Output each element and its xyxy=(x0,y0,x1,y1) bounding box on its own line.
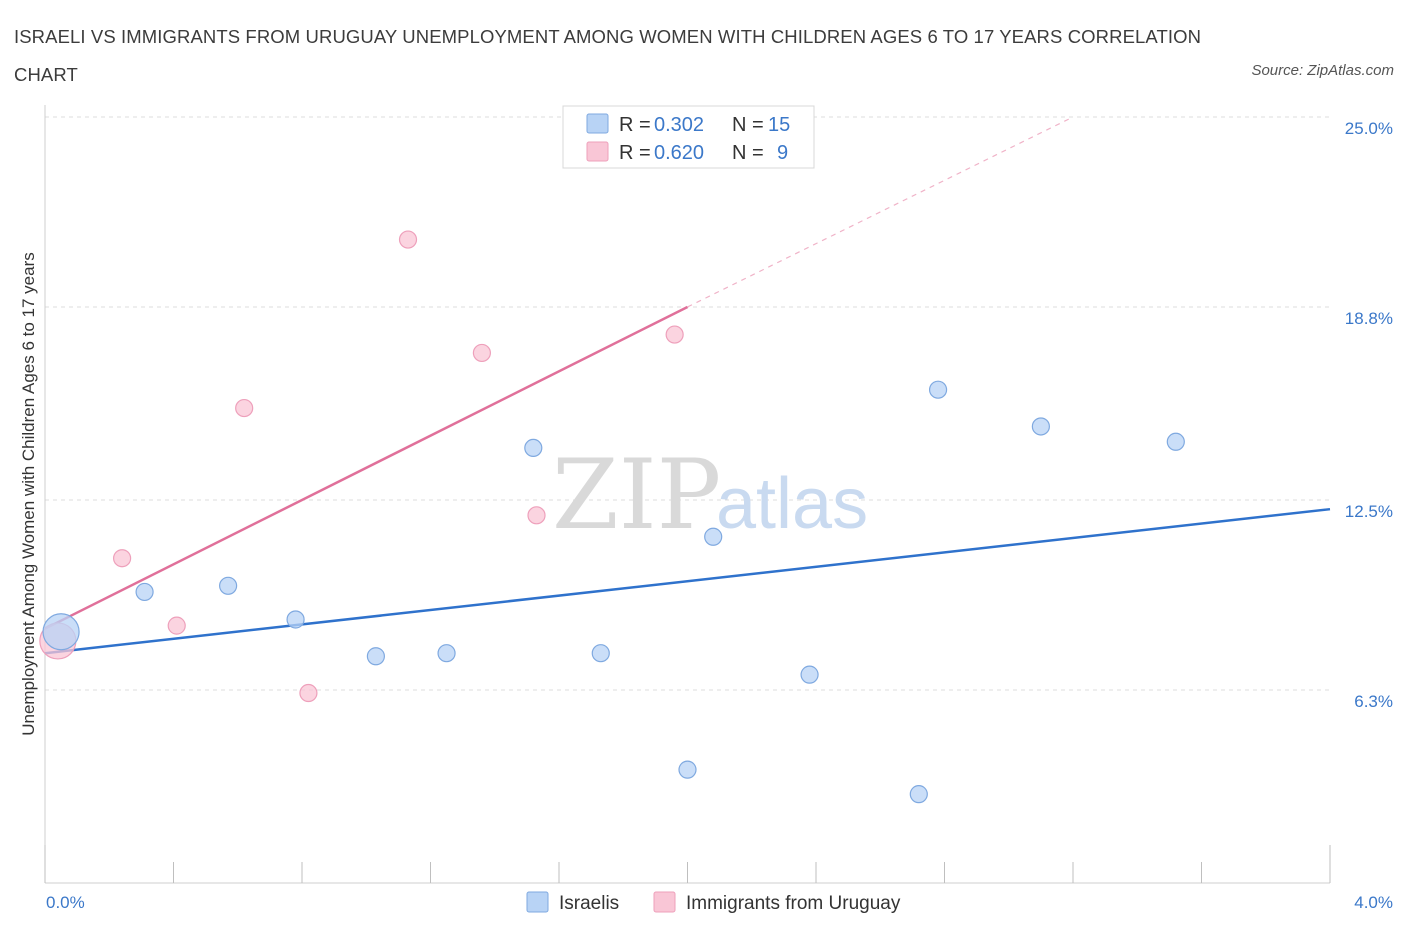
trend-line-israelis xyxy=(44,507,1331,655)
y-tick-label: 18.8% xyxy=(1345,309,1393,328)
point-israelis xyxy=(1031,417,1050,436)
source-label: Source: ZipAtlas.com xyxy=(1251,62,1394,79)
point-israelis xyxy=(591,644,610,663)
point-uruguay xyxy=(235,398,254,418)
point-israelis xyxy=(524,438,543,458)
point-uruguay xyxy=(167,616,186,635)
watermark: ZIP atlas xyxy=(552,439,868,551)
bottom-legend-uruguay: Immigrants from Uruguay xyxy=(686,893,901,914)
x-tick-labels: 0.0% 4.0% xyxy=(46,893,1393,912)
bottom-legend-israelis: Israelis xyxy=(559,893,619,914)
bottom-legend-swatch-israelis xyxy=(526,891,549,913)
x-tick-label-min: 0.0% xyxy=(46,893,85,912)
point-israelis xyxy=(366,647,385,666)
point-israelis xyxy=(678,760,697,779)
legend-swatch-israelis xyxy=(586,113,609,134)
point-uruguay xyxy=(527,506,546,525)
bottom-legend-swatch-uruguay xyxy=(653,891,676,913)
point-israelis xyxy=(800,665,819,684)
point-uruguay xyxy=(112,549,132,568)
legend-n-label-israelis: N = xyxy=(732,114,764,136)
legend: R = 0.302 N = 15 R = 0.620 N = 9 xyxy=(562,105,815,169)
point-israelis xyxy=(928,380,948,399)
watermark-atlas: atlas xyxy=(716,464,868,544)
watermark-zip: ZIP xyxy=(552,439,721,551)
y-tick-label: 6.3% xyxy=(1354,692,1393,711)
trend-lines xyxy=(44,116,1331,655)
bottom-legend: Israelis Immigrants from Uruguay xyxy=(526,891,901,914)
axes xyxy=(44,105,1331,884)
point-uruguay xyxy=(398,230,418,249)
legend-n-label-uruguay: N = xyxy=(732,142,764,164)
point-israelis xyxy=(135,582,154,602)
point-israelis xyxy=(909,785,928,804)
point-israelis xyxy=(1166,432,1185,451)
point-israelis xyxy=(437,644,456,663)
point-uruguay xyxy=(472,343,491,363)
point-uruguay xyxy=(665,325,684,344)
trend-line-uruguay xyxy=(44,305,689,630)
chart-title: ISRAELI VS IMMIGRANTS FROM URUGUAY UNEMP… xyxy=(14,26,1202,85)
data-points xyxy=(39,230,1185,804)
x-tick-label-max: 4.0% xyxy=(1354,893,1393,912)
point-israelis xyxy=(42,613,80,651)
legend-r-value-uruguay: 0.620 xyxy=(654,142,704,164)
trend-line-uruguay-extension xyxy=(687,116,1074,308)
point-israelis xyxy=(219,576,238,595)
legend-r-label-israelis: R = xyxy=(619,114,651,136)
legend-swatch-uruguay xyxy=(586,141,609,162)
point-israelis xyxy=(704,527,723,546)
legend-r-label-uruguay: R = xyxy=(619,142,651,164)
y-tick-label: 12.5% xyxy=(1345,502,1393,521)
y-tick-labels: 6.3% 12.5% 18.8% 25.0% xyxy=(1345,119,1393,711)
point-israelis xyxy=(286,610,305,629)
legend-n-value-israelis: 15 xyxy=(768,114,790,136)
point-uruguay xyxy=(299,683,318,703)
y-tick-label: 25.0% xyxy=(1345,119,1393,138)
y-axis-label: Unemployment Among Women with Children A… xyxy=(19,252,38,736)
legend-r-value-israelis: 0.302 xyxy=(654,114,704,136)
legend-n-value-uruguay: 9 xyxy=(777,142,788,164)
